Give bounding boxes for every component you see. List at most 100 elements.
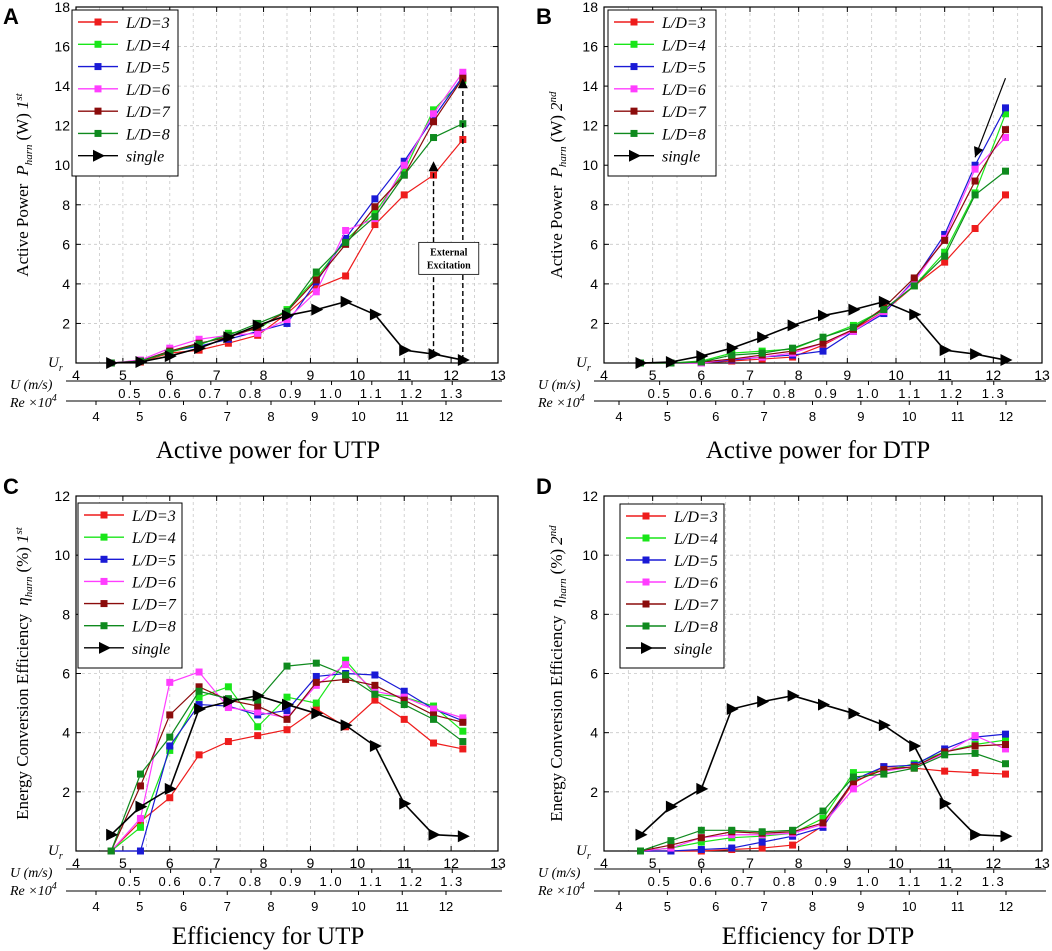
legend-label: single [674,641,712,658]
data-point [819,819,827,827]
legend-marker [99,641,111,654]
re-lower-tick-label: 5 [664,899,671,914]
u-tick-label: 11 [937,855,952,871]
data-point [195,340,203,348]
y-tick-label: 4 [62,725,70,741]
legend-marker [100,600,108,608]
legend-label: L/D=8 [661,126,706,143]
panel-D: D 2 4 6 8 10 12 Ur 4 5 6 7 8 9 10 11 12 13 U (m/s)Re ×104 0… [536,474,1050,950]
re-upper-tick-label: 1.2 [400,874,424,889]
data-point [880,766,888,774]
y-tick-label: 14 [54,78,70,94]
legend-marker [94,63,102,71]
data-point [941,248,949,256]
data-point [757,695,770,708]
legend-label: L/D=4 [661,37,706,54]
data-point [371,195,379,203]
re-lower-tick-label: 4 [92,409,99,424]
data-point [312,288,320,296]
legend: L/D=3 L/D=4 L/D=5 L/D=6 L/D=7 L/D=8 single [619,503,725,669]
data-point [312,659,320,667]
y-tick-label: 12 [54,488,70,504]
data-point [195,687,203,695]
y-axis-label: Energy Conversion Efficiencyηharn(%)2nd [547,525,569,822]
data-point [430,705,438,713]
legend-marker [630,40,638,48]
data-point [312,699,320,707]
re-upper-tick-label: 0.7 [731,874,755,889]
data-point [254,723,262,731]
chart-title: Efficiency for DTP [722,923,915,950]
legend-marker [94,107,102,115]
data-point [787,689,800,702]
data-point [697,846,705,854]
data-point [166,348,174,356]
legend-label: L/D=6 [661,82,706,99]
legend-marker [642,534,650,542]
legend-marker [630,129,638,137]
re-upper-tick-label: 1.3 [440,386,464,401]
y-tick-label: 8 [590,197,598,213]
re-upper-tick-label: 1.3 [440,874,464,889]
data-point [880,770,888,778]
annotation-arrow-head [457,78,468,89]
data-point [371,671,379,679]
panel-letter: D [536,474,552,499]
data-point [697,358,705,366]
y-tick-label: 18 [582,0,598,15]
re-upper-tick-label: 1.2 [400,386,424,401]
legend-label: L/D=3 [125,15,170,32]
data-point [282,309,294,322]
re-lower-tick-label: 4 [92,899,99,914]
data-point [726,703,739,715]
re-lower-tick-label: 10 [351,899,365,914]
legend-marker [642,600,650,608]
legend-marker [94,129,102,137]
legend-label: L/D=4 [131,530,176,547]
legend-marker [94,85,102,93]
data-point [107,847,115,855]
re-lower-tick-label: 5 [136,409,143,424]
u-tick-label: 7 [213,367,221,383]
data-point [728,351,736,359]
u-tick-label: 10 [350,367,366,383]
data-point [312,678,320,686]
data-point [194,342,207,355]
data-point [164,350,177,363]
re-lower-tick-label: 7 [761,409,768,424]
data-point [665,356,678,369]
u-axis-label: U (m/s) [538,866,581,881]
data-point [758,844,766,852]
data-point [136,814,144,822]
re-lower-tick-label: 10 [351,409,365,424]
annotation-arrow [974,77,1007,158]
data-point [819,333,827,341]
data-point [971,749,979,757]
y-axis-label: Energy Conversion Efficiencyηharn(%)1st [13,526,35,820]
data-point [136,823,144,831]
panel-letter: B [536,4,552,29]
data-point [312,268,320,276]
u-tick-label: 11 [397,367,412,383]
data-point [311,707,324,720]
data-point [252,319,265,332]
re-lower-tick-label: 8 [267,899,274,914]
data-point [400,687,408,695]
legend-marker [630,18,638,26]
y-tick-label: 4 [590,276,598,292]
series-single [635,689,1013,843]
data-point [254,702,262,710]
data-point [1002,134,1009,142]
y-tick-label: 10 [582,157,598,173]
ur-label: Ur [48,355,63,374]
data-point [283,662,291,670]
data-point [878,295,891,308]
plot-frame [603,6,1043,364]
u-tick-label: 13 [490,367,506,383]
data-point [430,118,438,126]
y-tick-label: 16 [54,39,70,55]
legend-marker [100,622,108,630]
data-point [819,807,827,815]
data-point [283,715,291,723]
data-point [342,272,350,280]
